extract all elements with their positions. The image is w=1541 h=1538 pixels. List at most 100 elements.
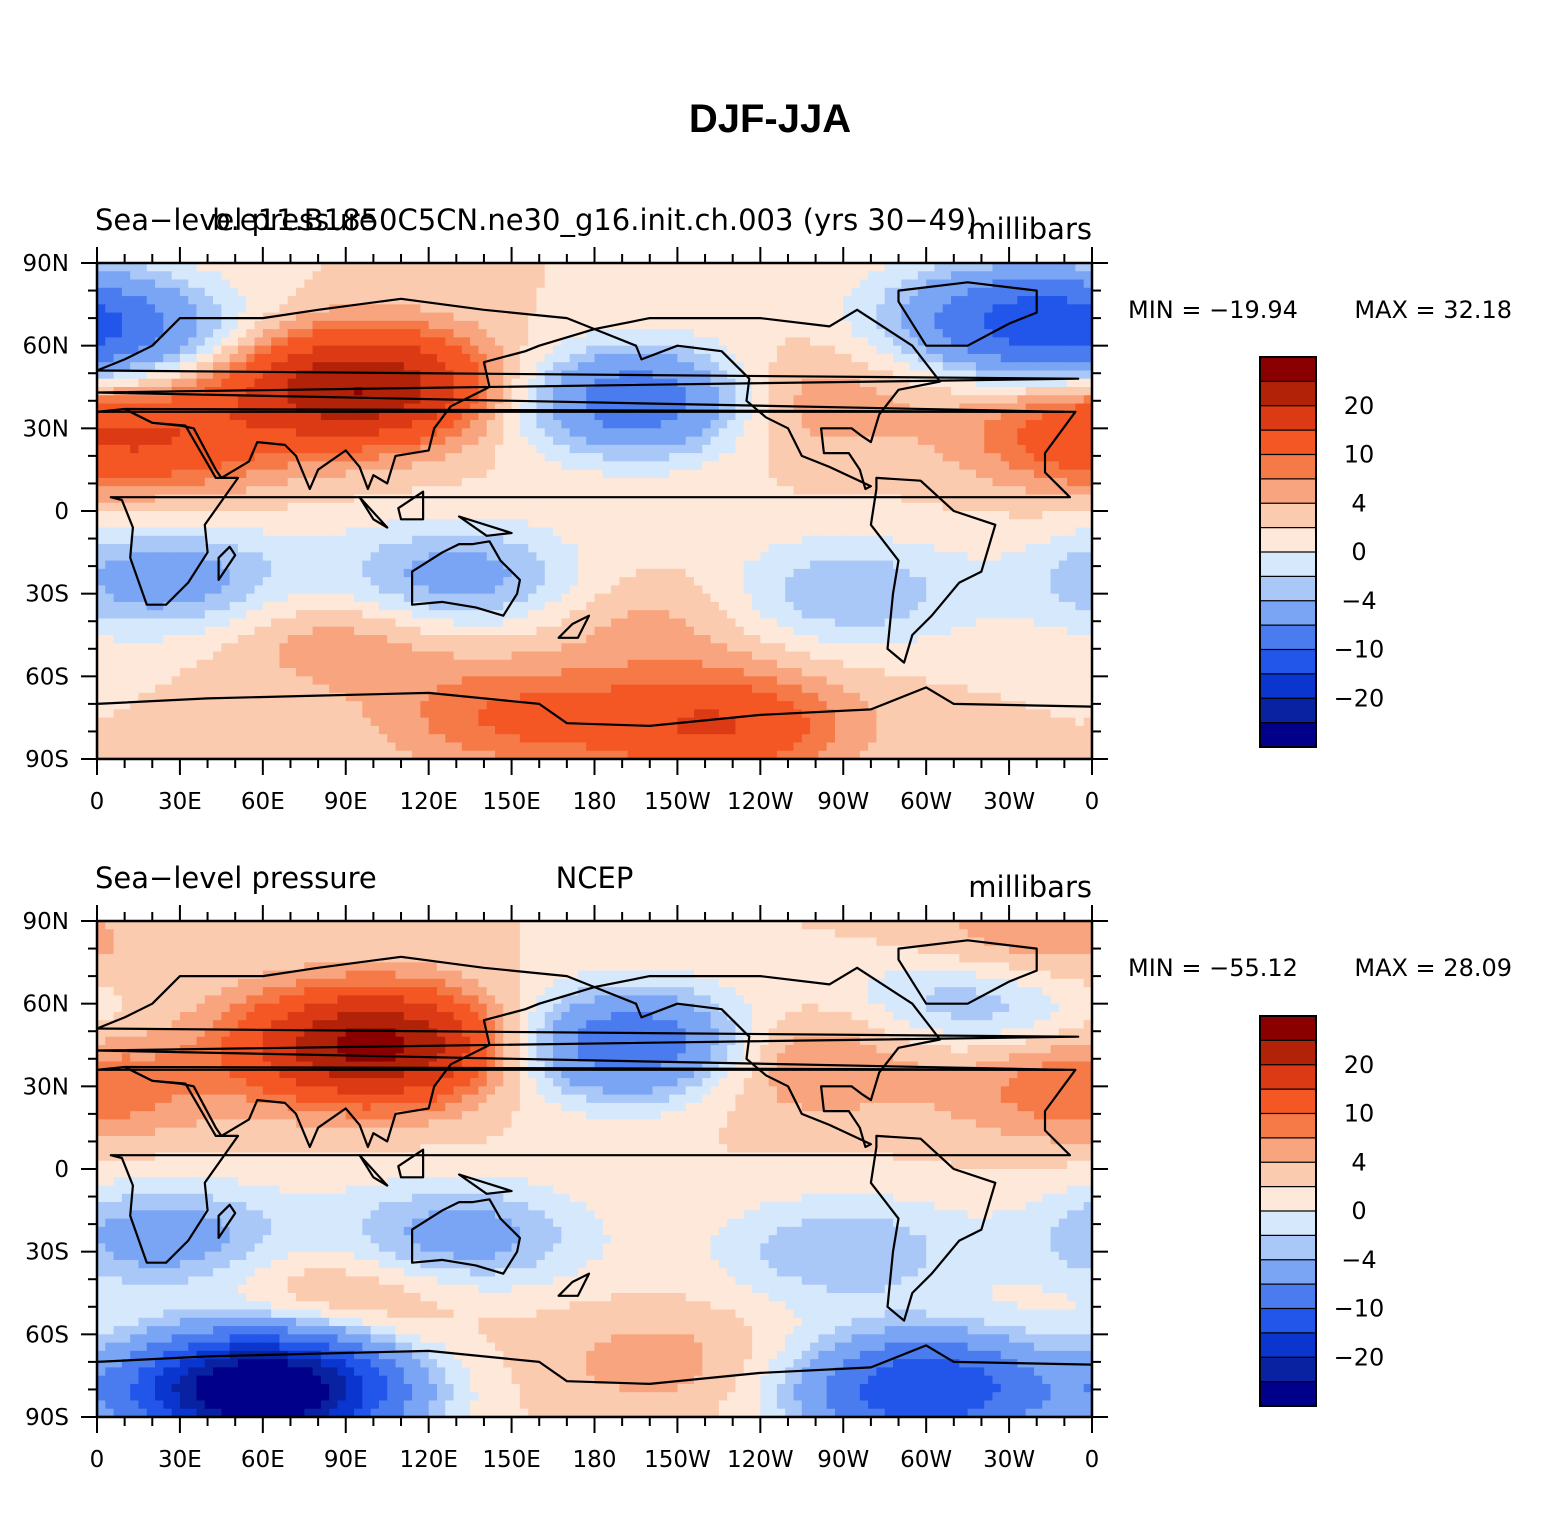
min-label: MIN = −55.12 (1128, 954, 1298, 982)
colorbar-swatch (1259, 429, 1317, 456)
colorbar-swatch (1259, 1088, 1317, 1115)
axis-ticks (81, 247, 1108, 775)
x-tick-label: 90E (324, 1447, 368, 1473)
x-tick-label: 60E (241, 789, 285, 815)
colorbar-swatch (1259, 551, 1317, 578)
colorbar-swatch (1259, 697, 1317, 724)
colorbar-swatch (1259, 1161, 1317, 1188)
x-tick-label: 180 (573, 1447, 617, 1473)
colorbar-label: 0 (1351, 538, 1366, 566)
slp-field (97, 263, 1092, 759)
x-tick-label: 60W (900, 789, 952, 815)
x-tick-label: 150W (644, 1447, 711, 1473)
panel-units-label: millibars (968, 212, 1092, 246)
colorbar-swatch (1259, 1137, 1317, 1164)
x-tick-label: 90W (817, 789, 869, 815)
x-tick-label: 90W (817, 1447, 869, 1473)
axis-ticks (81, 905, 1108, 1433)
x-tick-label: 0 (90, 789, 105, 815)
colorbar-swatch (1259, 1234, 1317, 1261)
colorbar-label: 20 (1344, 1051, 1375, 1079)
y-tick-label: 60N (23, 334, 69, 360)
y-tick-label: 60S (25, 664, 69, 690)
colorbar-label: 10 (1344, 441, 1375, 469)
y-tick-label: 90S (25, 1405, 69, 1431)
colorbar-label: 0 (1351, 1197, 1366, 1225)
map-panel-2: 0 30E 60E 90E 120E 150E 180 150W 120W 90W 60W 30W 09… (23, 861, 1512, 1473)
colorbar-swatch (1259, 1381, 1317, 1407)
colorbar-label: −20 (1334, 1343, 1385, 1371)
x-tick-label: 120W (727, 1447, 794, 1473)
colorbar-swatch (1259, 1283, 1317, 1310)
colorbar-swatch (1259, 1210, 1317, 1237)
x-tick-label: 30W (983, 1447, 1035, 1473)
x-tick-label: 60W (900, 1447, 952, 1473)
y-tick-label: 0 (54, 1157, 69, 1183)
colorbar-swatch (1259, 502, 1317, 529)
colorbar-swatch (1259, 478, 1317, 505)
x-tick-label: 0 (90, 1447, 105, 1473)
colorbar: 20 10 4 0 −4 −10 −20 (1259, 1015, 1385, 1407)
colorbar-swatch (1259, 1259, 1317, 1286)
panel-center-label: b.e11.B1850C5CN.ne30_g16.init.ch.003 (yr… (212, 203, 977, 237)
colorbar-label: 4 (1351, 1148, 1366, 1176)
y-tick-label: 60N (23, 992, 69, 1018)
x-tick-label: 150E (482, 789, 540, 815)
colorbar-swatch (1259, 405, 1317, 432)
panel-center-label: NCEP (556, 861, 634, 895)
min-label: MIN = −19.94 (1128, 296, 1298, 324)
map-panel-1: 0 30E 60E 90E 120E 150E 180 150W 120W 90W 60W 30W 09… (23, 203, 1512, 815)
x-tick-label: 150W (644, 789, 711, 815)
y-tick-label: 30N (23, 1074, 69, 1100)
colorbar-swatch (1259, 1307, 1317, 1334)
colorbar-swatch (1259, 575, 1317, 602)
x-tick-label: 0 (1085, 789, 1100, 815)
y-tick-label: 90N (23, 251, 69, 277)
colorbar-swatch (1259, 1015, 1317, 1042)
y-tick-label: 30N (23, 416, 69, 442)
coastlines (97, 281, 1092, 759)
colorbar-label: 4 (1351, 489, 1366, 517)
colorbar-swatch (1259, 1064, 1317, 1091)
colorbar-swatch (1259, 624, 1317, 651)
y-tick-label: 60S (25, 1322, 69, 1348)
y-tick-label: 30S (25, 1240, 69, 1266)
colorbar-swatch (1259, 453, 1317, 480)
colorbar-swatch (1259, 1039, 1317, 1066)
y-tick-label: 0 (54, 499, 69, 525)
panel-left-label: Sea−level pressure (95, 203, 377, 237)
y-tick-label: 90S (25, 747, 69, 773)
panel-units-label: millibars (968, 870, 1092, 904)
colorbar-swatch (1259, 648, 1317, 675)
colorbar-swatch (1259, 673, 1317, 700)
colorbar-swatch (1259, 380, 1317, 407)
x-tick-label: 120W (727, 789, 794, 815)
colorbar-swatch (1259, 600, 1317, 627)
y-tick-label: 90N (23, 909, 69, 935)
x-tick-label: 120E (399, 1447, 457, 1473)
colorbar-label: −10 (1334, 636, 1385, 664)
x-tick-label: 30W (983, 789, 1035, 815)
figure-title: DJF-JJA (689, 97, 851, 141)
x-tick-label: 180 (573, 789, 617, 815)
colorbar-label: −10 (1334, 1295, 1385, 1323)
colorbar-swatch (1259, 356, 1317, 383)
x-tick-label: 90E (324, 789, 368, 815)
max-label: MAX = 32.18 (1354, 296, 1512, 324)
colorbar-label: −4 (1341, 587, 1376, 615)
colorbar-swatch (1259, 1112, 1317, 1139)
y-tick-label: 30S (25, 582, 69, 608)
colorbar-label: 20 (1344, 392, 1375, 420)
panel-left-label: Sea−level pressure (95, 861, 377, 895)
colorbar-swatch (1259, 1356, 1317, 1383)
colorbar: 20 10 4 0 −4 −10 −20 (1259, 356, 1385, 748)
colorbar-swatch (1259, 722, 1317, 748)
colorbar-swatch (1259, 1186, 1317, 1212)
coastlines (97, 939, 1092, 1417)
max-label: MAX = 28.09 (1354, 954, 1512, 982)
x-tick-label: 0 (1085, 1447, 1100, 1473)
colorbar-label: 10 (1344, 1100, 1375, 1128)
colorbar-label: −4 (1341, 1246, 1376, 1274)
colorbar-swatch (1259, 1332, 1317, 1359)
